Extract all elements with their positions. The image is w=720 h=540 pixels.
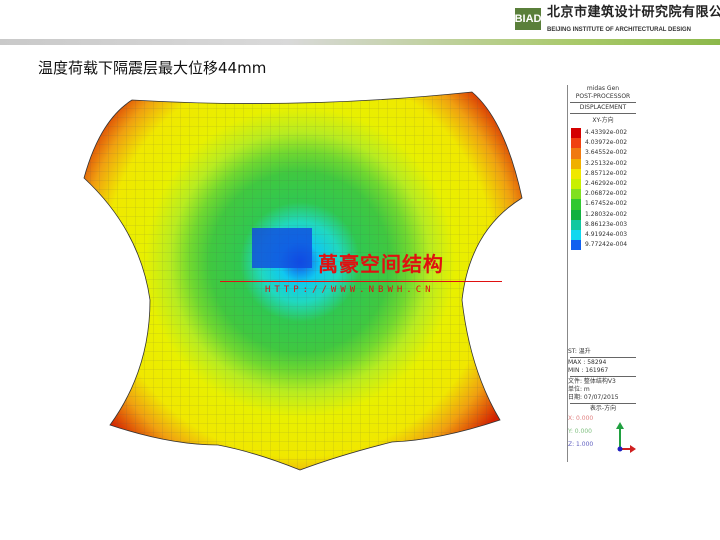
org-name-en: BEIJING INSTITUTE OF ARCHITECTURAL DESIG… (547, 27, 692, 33)
legend-value: 2.06872e-002 (585, 190, 628, 198)
org-name-cn: 北京市建筑设计研究院有限公司 (547, 5, 720, 20)
legend-value: 2.46292e-002 (585, 179, 628, 187)
watermark-name: 萬豪空间结构 (318, 252, 444, 276)
legend-swatch (571, 219, 581, 230)
legend-row: 3.64552e-002 (568, 148, 638, 159)
legend-value: 9.77242e-004 (585, 241, 628, 249)
legend-y: Y: 0.000 (568, 428, 592, 436)
core-region (252, 228, 312, 268)
legend-row: 4.43392e-002 (568, 128, 638, 139)
legend-swatch (571, 148, 581, 159)
legend-value: 3.25132e-002 (585, 159, 628, 167)
legend-file: 文件: 整体结构V3 (568, 378, 616, 386)
legend-component: XY-方向 (592, 117, 614, 124)
legend-row: 1.67452e-002 (568, 199, 638, 210)
legend-swatch (571, 189, 581, 200)
slide-title: 温度荷载下隔震层最大位移44mm (38, 59, 267, 77)
legend-min: MIN : 161967 (568, 367, 609, 375)
legend-type: DISPLACEMENT (579, 104, 627, 111)
displacement-contour-plot (83, 91, 523, 471)
legend-row: 3.25132e-002 (568, 158, 638, 169)
legend-swatch (571, 178, 581, 190)
legend-swatch (571, 199, 581, 210)
legend-panel: midas Gen POST-PROCESSOR DISPLACEMENT XY… (567, 85, 638, 462)
legend-sub: POST-PROCESSOR (575, 93, 631, 100)
legend-z: Z: 1.000 (568, 441, 594, 449)
legend-row: 2.85712e-002 (568, 168, 638, 179)
legend-swatch (571, 240, 581, 251)
legend-view: 表示-方向 (589, 405, 617, 413)
legend-row: 8.86123e-003 (568, 219, 638, 230)
legend-value: 1.67452e-002 (585, 200, 628, 208)
legend-date: 日期: 07/07/2015 (568, 394, 619, 402)
legend-value: 4.03972e-002 (585, 139, 628, 147)
legend-scale: 4.43392e-002 4.03972e-002 3.64552e-002 3.25… (568, 128, 638, 251)
legend-app: midas Gen (586, 85, 620, 92)
legend-value: 8.86123e-003 (585, 220, 628, 228)
legend-x: X: 0.000 (568, 415, 594, 423)
legend-swatch (571, 209, 581, 220)
legend-swatch (571, 158, 581, 169)
header-bar (0, 39, 720, 45)
legend-swatch (571, 168, 581, 179)
watermark-url: HTTP://WWW.NBWH.CN (265, 285, 435, 295)
axis-triad-icon (616, 422, 636, 453)
legend-row: 4.91924e-003 (568, 229, 638, 241)
legend-row: 1.28032e-002 (568, 209, 638, 220)
legend-value: 2.85712e-002 (585, 169, 628, 177)
legend-value: 4.91924e-003 (585, 230, 628, 238)
legend-swatch (571, 229, 581, 241)
legend-swatch (571, 128, 581, 139)
biad-logo: BIAD (515, 8, 541, 30)
legend-row: 4.03972e-002 (568, 138, 638, 149)
legend-value: 3.64552e-002 (585, 149, 628, 157)
legend-row: 2.06872e-002 (568, 189, 638, 200)
legend-swatch (571, 138, 581, 149)
legend-unit: 单位: m (568, 386, 590, 394)
watermark-line (220, 281, 502, 282)
legend-value: 1.28032e-002 (585, 210, 628, 218)
legend-value: 4.43392e-002 (585, 129, 628, 136)
legend-step: ST: 温升 (568, 348, 591, 356)
legend-row: 9.77242e-004 (568, 240, 638, 251)
legend-max: MAX : 58294 (568, 359, 607, 367)
legend-row: 2.46292e-002 (568, 178, 638, 190)
